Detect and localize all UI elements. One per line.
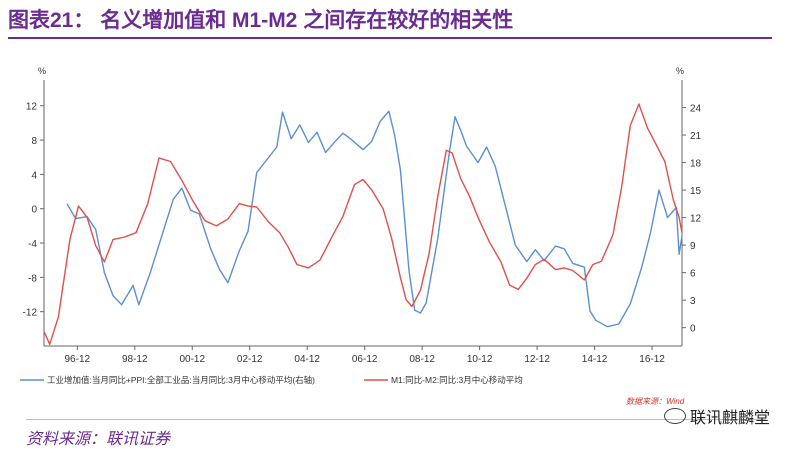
x-tick-label: 08-12 (409, 354, 435, 365)
x-tick-label: 10-12 (467, 354, 493, 365)
left-tick-label: 0 (31, 205, 37, 216)
left-tick-label: 12 (26, 102, 38, 113)
x-tick-label: 96-12 (64, 354, 90, 365)
x-tick-label: 04-12 (294, 354, 320, 365)
title-divider (8, 37, 772, 39)
right-tick-label: 12 (690, 214, 702, 225)
left-tick-label: -4 (28, 239, 37, 250)
x-tick-label: 16-12 (639, 354, 665, 365)
x-tick-label: 06-12 (352, 354, 378, 365)
left-tick-label: 8 (31, 136, 37, 147)
right-tick-label: 18 (690, 159, 702, 170)
left-tick-label: -12 (23, 308, 38, 319)
watermark: 联讯麒麟堂 (663, 404, 770, 428)
wind-credit: 数据来源：Wind (626, 397, 685, 406)
right-tick-label: 9 (690, 241, 696, 252)
left-tick-label: 4 (31, 170, 37, 181)
legend: 工业增加值:当月同比+PPI:全部工业品:当月同比:3月中心移动平均(右轴) M1… (20, 375, 523, 385)
watermark-text: 联讯麒麟堂 (689, 410, 770, 427)
left-tick-label: -8 (28, 273, 37, 284)
series-lines (43, 103, 683, 345)
right-axis: % 24 21 18 15 12 9 6 3 0 (676, 66, 702, 335)
source-divider (26, 419, 766, 420)
plot-frame (43, 80, 683, 347)
x-axis: 96-12 98-12 00-12 02-12 04-12 06-12 08-12 10-12… (64, 346, 665, 365)
x-tick-label: 02-12 (237, 354, 263, 365)
legend-label-industrial: 工业增加值:当月同比+PPI:全部工业品:当月同比:3月中心移动平均(右轴) (47, 375, 315, 385)
wechat-logo-icon (663, 408, 686, 424)
right-tick-label: 15 (690, 186, 702, 197)
legend-label-m1m2: M1:同比-M2:同比:3月中心移动平均 (391, 375, 523, 385)
x-tick-label: 00-12 (179, 354, 205, 365)
industrial-series-line (66, 110, 683, 328)
x-tick-label: 98-12 (122, 354, 148, 365)
right-tick-label: 21 (690, 131, 702, 142)
right-tick-label: 0 (690, 324, 696, 335)
x-tick-label: 12-12 (524, 354, 550, 365)
source-note: 资料来源：联讯证券 (26, 431, 171, 448)
right-tick-label: 6 (690, 269, 696, 280)
x-tick-label: 14-12 (582, 354, 608, 365)
m1m2-series-line (43, 103, 683, 345)
left-axis-unit: % (38, 66, 46, 76)
right-axis-unit: % (676, 66, 684, 76)
right-tick-label: 24 (690, 104, 702, 115)
left-axis: % 12 8 4 0 -4 -8 -12 (23, 66, 46, 319)
right-tick-label: 3 (690, 296, 696, 307)
chart-title: 图表21： 名义增加值和 M1-M2 之间存在较好的相关性 (8, 9, 514, 32)
